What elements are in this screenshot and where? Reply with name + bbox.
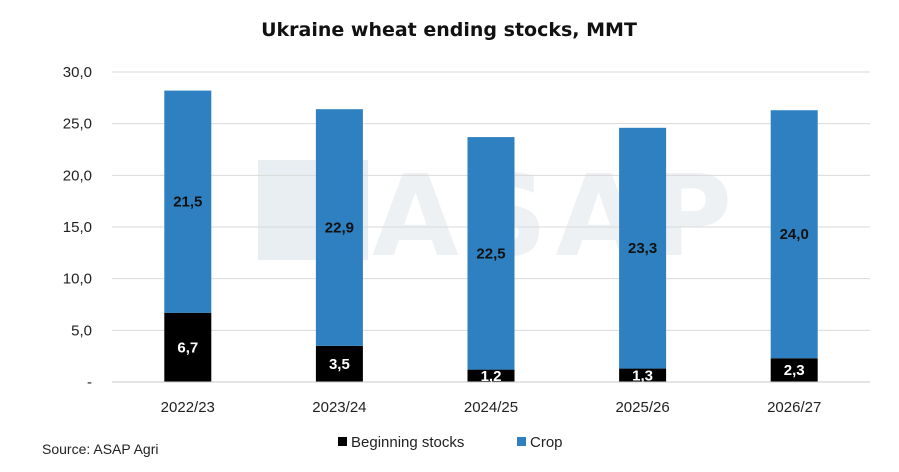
data-label: 21,5 bbox=[173, 194, 202, 211]
bar-beginning-stocks bbox=[770, 358, 818, 382]
y-tick-label: 10,0 bbox=[63, 271, 92, 288]
chart-title: Ukraine wheat ending stocks, MMT bbox=[261, 19, 637, 41]
data-label: 6,7 bbox=[177, 339, 198, 356]
legend-swatch bbox=[517, 437, 526, 446]
watermark-text: ASAP bbox=[372, 152, 740, 282]
bar-beginning-stocks bbox=[164, 312, 212, 382]
y-tick-label: 20,0 bbox=[63, 167, 92, 184]
y-tick-label: 25,0 bbox=[63, 116, 92, 133]
axes: - 5,0 10,0 15,0 20,0 25,0 30,0 2022/23 2023/24 20… bbox=[63, 64, 870, 416]
x-tick-label: 2026/27 bbox=[767, 399, 821, 416]
bar-crop bbox=[619, 127, 667, 369]
data-label: 1,3 bbox=[632, 367, 653, 384]
data-label: 24,0 bbox=[780, 226, 809, 243]
bar-crop bbox=[315, 109, 363, 346]
data-labels: 6,7 21,5 3,5 22,9 1,2 22,5 1,3 23,3 2,3 24,0 bbox=[173, 194, 809, 385]
bars bbox=[164, 90, 818, 382]
bar-crop bbox=[164, 90, 212, 313]
data-label: 22,5 bbox=[476, 245, 505, 262]
data-label: 23,3 bbox=[628, 240, 657, 257]
y-tick-label: - bbox=[87, 374, 92, 391]
source-note: Source: ASAP Agri bbox=[42, 441, 159, 457]
legend-label: Beginning stocks bbox=[351, 434, 464, 451]
x-tick-label: 2023/24 bbox=[312, 399, 366, 416]
bar-beginning-stocks bbox=[467, 369, 515, 382]
y-tick-label: 15,0 bbox=[63, 219, 92, 236]
data-label: 1,2 bbox=[481, 368, 502, 385]
x-tick-label: 2022/23 bbox=[161, 399, 215, 416]
bar-beginning-stocks bbox=[315, 345, 363, 382]
y-tick-label: 5,0 bbox=[71, 322, 92, 339]
data-label: 2,3 bbox=[784, 362, 805, 379]
bar-crop bbox=[770, 110, 818, 359]
x-tick-label: 2024/25 bbox=[464, 399, 518, 416]
legend-label: Crop bbox=[530, 434, 563, 451]
data-label: 22,9 bbox=[325, 220, 354, 237]
bar-beginning-stocks bbox=[619, 368, 667, 382]
legend: Beginning stocks Crop bbox=[338, 434, 563, 451]
y-tick-label: 30,0 bbox=[63, 64, 92, 81]
bar-crop bbox=[467, 137, 515, 370]
legend-swatch bbox=[338, 437, 347, 446]
data-label: 3,5 bbox=[329, 356, 350, 373]
x-tick-label: 2025/26 bbox=[615, 399, 669, 416]
